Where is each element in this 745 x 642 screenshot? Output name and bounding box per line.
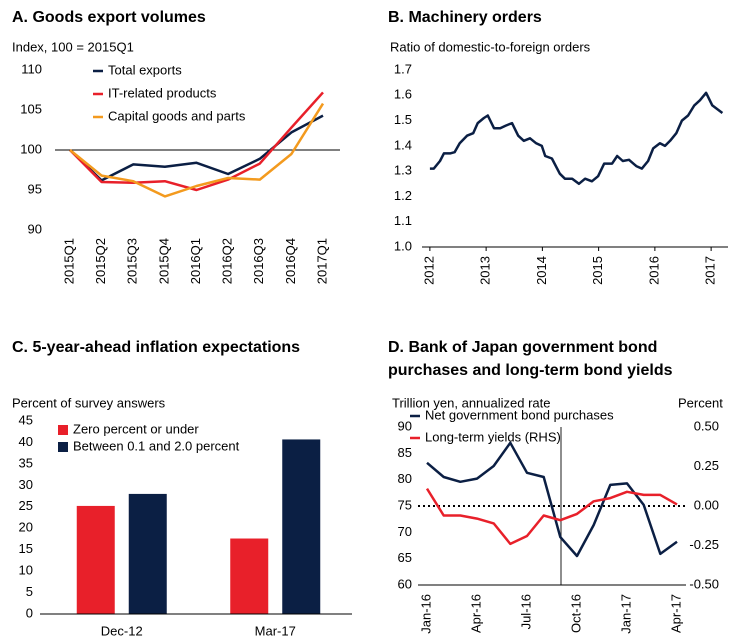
chart-title: D. Bank of Japan government bond xyxy=(388,339,657,356)
bar xyxy=(76,505,115,614)
y2-axis-label: Percent xyxy=(678,395,723,410)
y-tick-label: 45 xyxy=(19,412,33,427)
x-tick-label: 2016Q3 xyxy=(251,238,266,284)
series-line xyxy=(429,91,724,186)
x-tick-label: 2015 xyxy=(590,256,605,285)
y-tick-label: 1.6 xyxy=(394,87,412,102)
y-tick-label: 110 xyxy=(21,61,42,76)
series-line xyxy=(425,487,678,546)
x-tick-label: 2017Q1 xyxy=(314,238,329,284)
y-tick-label: 1.4 xyxy=(394,137,412,152)
x-tick-label: Apr-16 xyxy=(468,594,483,633)
bar xyxy=(282,439,321,614)
subtitle: Trillion yen, annualized rate xyxy=(392,395,551,410)
y-tick-label: 1.2 xyxy=(394,188,412,203)
y-tick-label: 100 xyxy=(20,141,42,156)
legend-label: Between 0.1 and 2.0 percent xyxy=(73,438,240,453)
chart-title: B. Machinery orders xyxy=(388,9,542,26)
y2-tick-label: -0.50 xyxy=(689,576,719,591)
bar xyxy=(230,538,269,614)
y-tick-label: 15 xyxy=(19,541,33,556)
chart-title: purchases and long-term bond yields xyxy=(388,362,673,379)
x-tick-label: 2015Q2 xyxy=(93,238,108,284)
legend-label: Zero percent or under xyxy=(73,421,199,436)
y-tick-label: 60 xyxy=(398,576,412,591)
y-tick-label: 10 xyxy=(19,563,33,578)
y-tick-label: 30 xyxy=(19,477,33,492)
bar xyxy=(128,493,167,614)
x-tick-label: Dec-12 xyxy=(101,623,143,638)
chart-title: C. 5-year-ahead inflation expectations xyxy=(12,339,300,356)
x-tick-label: 2016 xyxy=(646,256,661,285)
subtitle: Index, 100 = 2015Q1 xyxy=(12,39,134,54)
y-tick-label: 80 xyxy=(398,471,412,486)
x-tick-label: Apr-17 xyxy=(668,594,683,633)
y-tick-label: 85 xyxy=(398,445,412,460)
y-tick-label: 105 xyxy=(20,101,42,116)
x-tick-label: 2012 xyxy=(421,256,436,285)
legend-label: Net government bond purchases xyxy=(425,407,614,422)
legend-swatch xyxy=(58,442,68,452)
y-tick-label: 1.0 xyxy=(394,238,412,253)
x-tick-label: 2016Q2 xyxy=(220,238,235,284)
x-tick-label: 2016Q1 xyxy=(188,238,203,284)
y2-tick-label: 0.00 xyxy=(694,497,719,512)
legend-label: Total exports xyxy=(108,62,182,77)
x-tick-label: 2015Q3 xyxy=(125,238,140,284)
y-tick-label: 20 xyxy=(19,520,33,535)
chart-title: A. Goods export volumes xyxy=(12,9,206,26)
y2-tick-label: 0.25 xyxy=(694,458,719,473)
y2-tick-label: -0.25 xyxy=(689,537,719,552)
y-tick-label: 25 xyxy=(19,498,33,513)
y-tick-label: 70 xyxy=(398,524,412,539)
y-tick-label: 90 xyxy=(28,221,42,236)
legend-swatch xyxy=(58,425,68,435)
y-tick-label: 35 xyxy=(19,455,33,470)
x-tick-label: 2016Q4 xyxy=(283,238,298,284)
y-tick-label: 95 xyxy=(28,181,42,196)
x-tick-label: Jan-16 xyxy=(418,594,433,634)
y-tick-label: 0 xyxy=(26,605,33,620)
subtitle: Ratio of domestic-to-foreign orders xyxy=(390,39,591,54)
series-line xyxy=(69,102,325,198)
series-line xyxy=(69,91,324,192)
series-line xyxy=(69,114,324,182)
x-tick-label: Oct-16 xyxy=(568,594,583,633)
y-tick-label: 1.3 xyxy=(394,163,412,178)
x-tick-label: 2014 xyxy=(534,256,549,285)
y-tick-label: 65 xyxy=(398,550,412,565)
series-line xyxy=(426,441,678,558)
x-tick-label: Jul-16 xyxy=(518,594,533,629)
y-tick-label: 1.1 xyxy=(394,213,412,228)
x-tick-label: Jan-17 xyxy=(618,594,633,634)
y2-tick-label: 0.50 xyxy=(694,418,719,433)
y-tick-label: 1.5 xyxy=(394,112,412,127)
x-tick-label: 2013 xyxy=(478,256,493,285)
legend-label: Capital goods and parts xyxy=(108,108,246,123)
y-tick-label: 5 xyxy=(26,584,33,599)
legend-label: Long-term yields (RHS) xyxy=(425,429,561,444)
y-tick-label: 1.7 xyxy=(394,61,412,76)
legend-label: IT-related products xyxy=(108,85,217,100)
y-tick-label: 40 xyxy=(19,434,33,449)
x-tick-label: 2015Q4 xyxy=(156,238,171,284)
x-tick-label: Mar-17 xyxy=(255,623,296,638)
subtitle: Percent of survey answers xyxy=(12,395,166,410)
x-tick-label: 2015Q1 xyxy=(61,238,76,284)
y-tick-label: 90 xyxy=(398,418,412,433)
y-tick-label: 75 xyxy=(398,497,412,512)
x-tick-label: 2017 xyxy=(703,256,718,285)
